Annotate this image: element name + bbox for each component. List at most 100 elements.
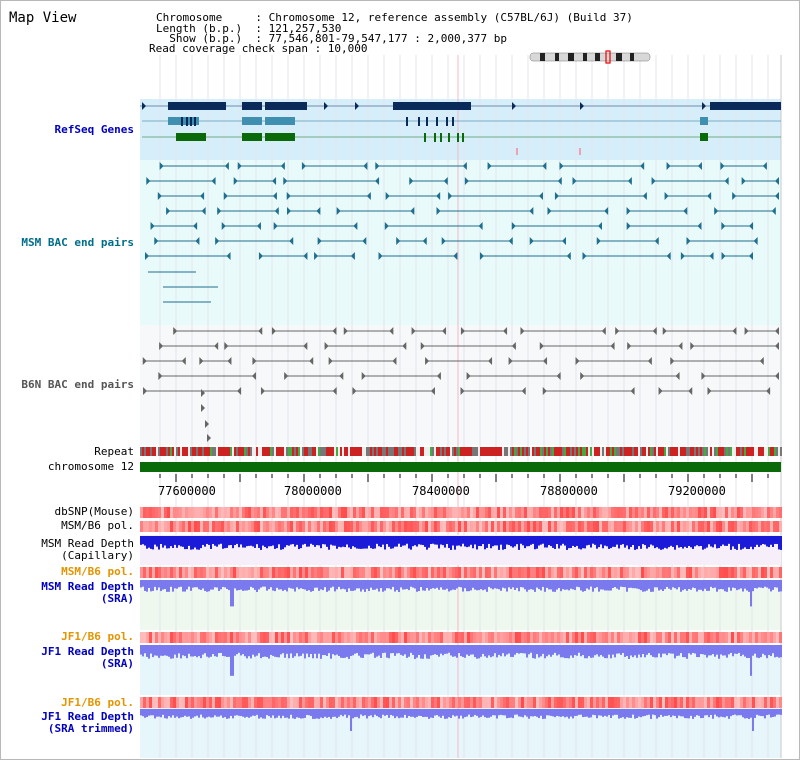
pol-cell bbox=[599, 507, 602, 518]
pol-cell bbox=[563, 567, 566, 578]
depth-bar bbox=[612, 580, 614, 588]
pol-cell bbox=[662, 507, 665, 518]
repeat-bar bbox=[630, 447, 632, 456]
depth-bar bbox=[778, 709, 780, 715]
pol-cell bbox=[290, 697, 293, 708]
depth-bar bbox=[392, 645, 394, 654]
depth-bar bbox=[242, 709, 244, 717]
pol-cell bbox=[710, 567, 713, 578]
track-label-msm-depth-sra[interactable]: MSM Read Depth bbox=[41, 580, 134, 593]
depth-bar bbox=[666, 645, 668, 656]
depth-bar bbox=[608, 645, 610, 655]
depth-bar bbox=[676, 580, 678, 590]
track-label-msm-bac[interactable]: MSM BAC end pairs bbox=[21, 236, 134, 249]
depth-bar bbox=[486, 709, 488, 718]
pol-cell bbox=[341, 632, 344, 643]
depth-bar bbox=[518, 645, 520, 654]
depth-bar bbox=[410, 645, 412, 653]
repeat-bar bbox=[182, 447, 184, 456]
depth-bar bbox=[708, 709, 710, 718]
track-label-b6n-bac[interactable]: B6N BAC end pairs bbox=[21, 378, 134, 391]
pol-cell bbox=[191, 567, 194, 578]
b6n-bac-pair-end bbox=[701, 372, 706, 380]
pol-cell bbox=[593, 632, 596, 643]
pol-cell bbox=[395, 632, 398, 643]
track-label-msm-b6-pol-2[interactable]: MSM/B6 pol. bbox=[61, 565, 134, 578]
depth-bar bbox=[438, 645, 440, 657]
depth-bar bbox=[506, 536, 508, 545]
track-label-refseq-genes[interactable]: RefSeq Genes bbox=[54, 123, 134, 136]
depth-bar bbox=[682, 536, 684, 549]
msm-bac-pair-end bbox=[217, 207, 222, 215]
depth-bar bbox=[776, 645, 778, 657]
depth-bar bbox=[518, 580, 520, 592]
depth-bar bbox=[224, 536, 226, 549]
pol-cell bbox=[722, 567, 725, 578]
depth-bar bbox=[496, 645, 498, 658]
pol-cell bbox=[524, 697, 527, 708]
repeat-bar bbox=[446, 447, 448, 456]
pol-cell bbox=[344, 521, 347, 532]
depth-bar bbox=[254, 645, 256, 657]
pol-cell bbox=[632, 632, 635, 643]
track-label-dbsnp[interactable]: dbSNP(Mouse) bbox=[54, 505, 134, 518]
repeat-bar bbox=[568, 447, 570, 456]
depth-bar bbox=[454, 580, 456, 590]
depth-bar bbox=[460, 580, 462, 588]
depth-bar bbox=[508, 645, 510, 654]
pol-cell bbox=[287, 521, 290, 532]
pol-cell bbox=[578, 632, 581, 643]
pol-cell bbox=[704, 632, 707, 643]
depth-bar bbox=[408, 709, 410, 716]
pol-cell bbox=[605, 567, 608, 578]
depth-bar bbox=[284, 536, 286, 548]
track-label-msm-depth-capillary[interactable]: MSM Read Depth bbox=[41, 537, 134, 550]
pol-cell bbox=[239, 507, 242, 518]
track-label-jf1-b6-pol[interactable]: JF1/B6 pol. bbox=[61, 630, 134, 643]
pol-cell bbox=[434, 567, 437, 578]
repeat-bar bbox=[280, 447, 282, 456]
depth-bar bbox=[468, 645, 470, 656]
pol-cell bbox=[728, 507, 731, 518]
msm-bac-pair-end bbox=[542, 162, 547, 170]
depth-bar bbox=[302, 580, 304, 589]
pol-cell bbox=[329, 567, 332, 578]
depth-bar bbox=[202, 580, 204, 589]
depth-bar bbox=[252, 709, 254, 716]
depth-bar bbox=[368, 580, 370, 591]
pol-cell bbox=[377, 567, 380, 578]
msm-bac-pair-end bbox=[709, 252, 714, 260]
repeat-bar bbox=[218, 447, 220, 456]
depth-bar bbox=[668, 536, 670, 548]
pol-cell bbox=[707, 521, 710, 532]
depth-bar bbox=[216, 709, 218, 717]
track-label-jf1-depth-trimmed[interactable]: JF1 Read Depth bbox=[41, 710, 134, 723]
pol-cell bbox=[281, 507, 284, 518]
track-label-jf1-depth-sra[interactable]: JF1 Read Depth bbox=[41, 645, 134, 658]
repeat-bar bbox=[304, 447, 306, 456]
pol-cell bbox=[461, 521, 464, 532]
depth-bar bbox=[256, 709, 258, 715]
depth-bar bbox=[512, 709, 514, 719]
depth-bar bbox=[444, 536, 446, 548]
repeat-bar bbox=[212, 447, 214, 456]
depth-bar bbox=[602, 580, 604, 590]
track-label-jf1-b6-pol-2[interactable]: JF1/B6 pol. bbox=[61, 696, 134, 709]
pol-cell bbox=[488, 567, 491, 578]
depth-bar bbox=[224, 709, 226, 718]
pol-cell bbox=[350, 521, 353, 532]
pol-cell bbox=[776, 632, 779, 643]
track-label-repeat[interactable]: Repeat bbox=[94, 445, 134, 458]
repeat-bar bbox=[598, 447, 600, 456]
track-label-msm-b6-pol[interactable]: MSM/B6 pol. bbox=[61, 519, 134, 532]
pol-cell bbox=[758, 521, 761, 532]
pol-cell bbox=[206, 697, 209, 708]
depth-bar bbox=[366, 536, 368, 549]
depth-bar bbox=[244, 709, 246, 718]
depth-bar bbox=[654, 645, 656, 658]
pol-cell bbox=[530, 567, 533, 578]
depth-bar bbox=[654, 580, 656, 588]
pol-cell bbox=[596, 521, 599, 532]
depth-bar bbox=[594, 536, 596, 545]
